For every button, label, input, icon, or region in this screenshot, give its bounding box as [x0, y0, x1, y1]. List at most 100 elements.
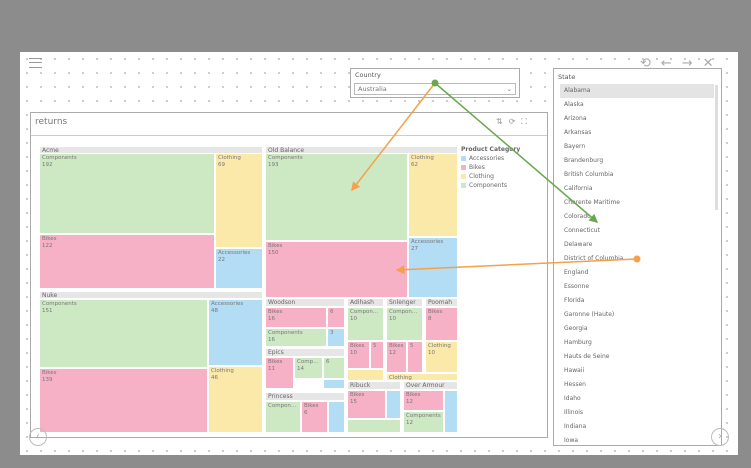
treemap-cell[interactable]: Accessories 48: [208, 299, 263, 366]
treemap-cell[interactable]: 5: [370, 341, 384, 369]
group-header[interactable]: Woodson: [265, 298, 345, 307]
treemap-cell[interactable]: Bikes 15: [347, 390, 386, 419]
treemap-cell[interactable]: Components 193: [265, 153, 408, 241]
treemap-cell[interactable]: Clothing 10: [425, 341, 458, 373]
nav-icons[interactable]: ⟲←→✕: [640, 56, 724, 71]
treemap-cell[interactable]: Bikes 150: [265, 241, 408, 298]
state-item[interactable]: Essonne: [564, 283, 590, 290]
state-item[interactable]: Delaware: [564, 241, 593, 248]
treemap-cell[interactable]: Accessories 22: [215, 248, 263, 289]
treemap-cell[interactable]: Components 12: [403, 411, 444, 433]
cell-value: 12: [406, 420, 413, 426]
treemap-cell[interactable]: Bikes 12: [403, 390, 444, 411]
treemap-cell[interactable]: Components 151: [39, 299, 208, 368]
prev-page[interactable]: ‹: [29, 428, 47, 446]
treemap-cell[interactable]: Clothing 46: [208, 366, 263, 433]
state-item[interactable]: Idaho: [564, 395, 581, 402]
slicer-label: State: [558, 73, 576, 81]
legend: Product Category Accessories Bikes Clothin…: [461, 146, 520, 191]
legend-title: Product Category: [461, 146, 521, 153]
state-item[interactable]: Garonne (Haute): [564, 311, 615, 318]
legend-item[interactable]: Clothing: [461, 173, 520, 180]
scrollbar[interactable]: [715, 85, 718, 210]
treemap-cell[interactable]: Bikes 122: [39, 234, 215, 289]
treemap-cell[interactable]: 6: [323, 357, 345, 379]
cell-value: 48: [211, 308, 218, 314]
state-item[interactable]: Iowa: [564, 437, 579, 444]
state-item[interactable]: Brandenburg: [564, 157, 604, 164]
state-item[interactable]: British Columbia: [564, 171, 614, 178]
legend-item[interactable]: Bikes: [461, 164, 520, 171]
group-header[interactable]: Nuke: [39, 291, 263, 299]
treemap-cell[interactable]: Bikes 11: [265, 357, 294, 389]
treemap-cell[interactable]: Bikes 16: [265, 307, 327, 328]
state-item[interactable]: California: [564, 185, 593, 192]
cell-value: 46: [211, 375, 218, 381]
next-page[interactable]: ›: [711, 428, 729, 446]
state-item[interactable]: Florida: [564, 297, 585, 304]
legend-item[interactable]: Components: [461, 182, 520, 189]
treemap-cell[interactable]: 3: [327, 328, 345, 347]
treemap-cell[interactable]: Components10: [347, 307, 384, 341]
cell-value: 139: [42, 377, 53, 383]
visual-icons[interactable]: ⇅⟳⛶: [496, 117, 534, 126]
state-item[interactable]: Arizona: [564, 115, 587, 122]
group-header[interactable]: Epics: [265, 348, 345, 357]
treemap-cell[interactable]: [347, 419, 401, 433]
treemap-cell[interactable]: Clothing 69: [215, 153, 263, 248]
cell-value: 27: [411, 246, 418, 252]
state-item[interactable]: Bayern: [564, 143, 586, 150]
treemap-cell[interactable]: Bikes 10: [347, 341, 370, 369]
treemap-cell[interactable]: Bikes 12: [386, 341, 407, 373]
treemap-cell[interactable]: Components10: [386, 307, 423, 341]
state-item[interactable]: Hawaii: [564, 367, 585, 374]
treemap-cell[interactable]: [444, 390, 458, 433]
treemap-cell[interactable]: [328, 401, 345, 433]
treemap-cell[interactable]: 6: [327, 307, 345, 328]
state-item[interactable]: Hauts de Seine: [564, 353, 610, 360]
cell-value: 69: [218, 162, 225, 168]
state-item[interactable]: Illinois: [564, 409, 584, 416]
treemap-cell[interactable]: Clothing: [386, 373, 458, 381]
state-item[interactable]: District of Columbia: [564, 255, 624, 262]
selected-value: Australia: [358, 85, 387, 93]
group-header[interactable]: Adihash: [347, 298, 384, 307]
treemap-cell[interactable]: Bikes 139: [39, 368, 208, 433]
treemap-cell[interactable]: [347, 369, 384, 381]
legend-label: Bikes: [469, 164, 485, 171]
legend-item[interactable]: Accessories: [461, 155, 520, 162]
menu-icon[interactable]: [29, 58, 42, 68]
treemap-cell[interactable]: Components 192: [39, 153, 215, 234]
arrow-origin: [431, 79, 439, 87]
group-header[interactable]: Ribuck: [347, 381, 401, 390]
treemap-cell[interactable]: [323, 379, 345, 389]
cell-value: 151: [42, 308, 53, 314]
state-item[interactable]: Charente Maritime: [564, 199, 620, 206]
cell-value: 8: [428, 316, 432, 322]
treemap-cell[interactable]: 5: [407, 341, 423, 373]
state-item[interactable]: Hessen: [564, 381, 586, 388]
cell-value: 10: [350, 316, 357, 322]
legend-swatch: [461, 156, 466, 161]
cell-value: 15: [350, 399, 357, 405]
state-item[interactable]: Georgia: [564, 325, 588, 332]
treemap-cell[interactable]: Clothing 62: [408, 153, 458, 237]
state-item[interactable]: England: [564, 269, 589, 276]
group-header[interactable]: Over Armour: [403, 381, 458, 390]
state-item[interactable]: Arkansas: [564, 129, 592, 136]
group-header[interactable]: Poomah: [425, 298, 458, 307]
treemap-cell[interactable]: [386, 390, 401, 419]
state-item[interactable]: Alabama: [560, 84, 714, 98]
treemap-cell[interactable]: Components 16: [265, 328, 327, 347]
state-item[interactable]: Hamburg: [564, 339, 592, 346]
treemap-cell[interactable]: Components14: [294, 357, 323, 379]
treemap-cell[interactable]: Components: [265, 401, 301, 433]
group-header[interactable]: Princess: [265, 392, 345, 401]
state-item[interactable]: Colorado: [564, 213, 591, 220]
treemap-cell[interactable]: Bikes 6: [301, 401, 328, 433]
state-item[interactable]: Alaska: [564, 101, 584, 108]
group-header[interactable]: Snlenger: [386, 298, 423, 307]
state-item[interactable]: Connecticut: [564, 227, 600, 234]
treemap-cell[interactable]: Bikes 8: [425, 307, 458, 341]
state-item[interactable]: Indiana: [564, 423, 587, 430]
